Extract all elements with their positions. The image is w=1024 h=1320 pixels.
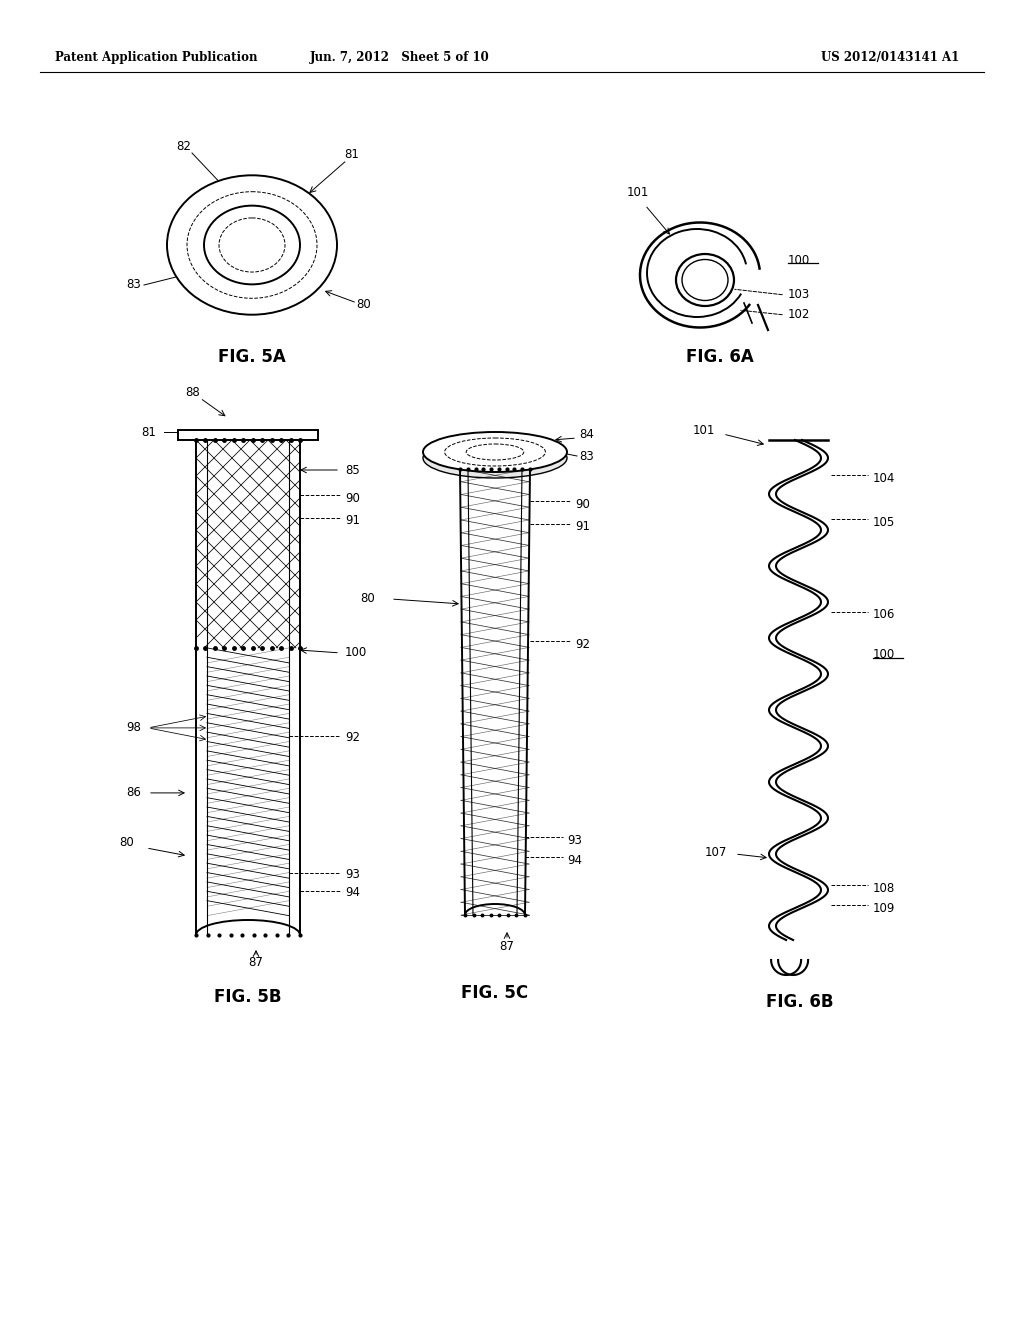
Text: 107: 107 [705, 846, 727, 858]
Text: 88: 88 [185, 385, 201, 399]
Ellipse shape [167, 176, 337, 314]
Text: FIG. 5B: FIG. 5B [214, 987, 282, 1006]
Text: 92: 92 [575, 638, 590, 651]
Ellipse shape [676, 253, 734, 306]
Text: 108: 108 [873, 882, 895, 895]
Text: 93: 93 [567, 833, 582, 846]
Text: 80: 80 [356, 298, 372, 312]
Text: 100: 100 [345, 647, 368, 660]
Ellipse shape [423, 438, 567, 478]
Text: FIG. 5A: FIG. 5A [218, 347, 286, 366]
Text: 101: 101 [627, 186, 649, 199]
Text: 82: 82 [176, 140, 191, 153]
Ellipse shape [204, 206, 300, 284]
Text: 94: 94 [345, 887, 360, 899]
Ellipse shape [444, 438, 546, 466]
Text: FIG. 5C: FIG. 5C [462, 983, 528, 1002]
Text: 84: 84 [579, 429, 594, 441]
Text: 103: 103 [788, 289, 810, 301]
Text: 87: 87 [500, 940, 514, 953]
Text: 87: 87 [249, 957, 263, 969]
Text: 109: 109 [873, 902, 895, 915]
Text: FIG. 6A: FIG. 6A [686, 348, 754, 366]
Text: 91: 91 [575, 520, 590, 533]
Text: Patent Application Publication: Patent Application Publication [55, 51, 257, 65]
Ellipse shape [466, 444, 524, 459]
Bar [178, 430, 318, 440]
Text: 80: 80 [360, 593, 375, 606]
Text: US 2012/0143141 A1: US 2012/0143141 A1 [821, 51, 959, 65]
Text: 86: 86 [126, 787, 141, 800]
Text: 83: 83 [127, 279, 141, 292]
Text: 80: 80 [119, 837, 134, 849]
Text: 102: 102 [788, 309, 810, 322]
Text: 90: 90 [575, 498, 590, 511]
Ellipse shape [423, 432, 567, 473]
Text: FIG. 6B: FIG. 6B [766, 993, 834, 1011]
Text: 90: 90 [345, 491, 359, 504]
Text: 85: 85 [345, 463, 359, 477]
Text: 93: 93 [345, 869, 359, 882]
Ellipse shape [187, 191, 317, 298]
Text: 101: 101 [692, 424, 715, 437]
Ellipse shape [219, 218, 285, 272]
Text: Jun. 7, 2012   Sheet 5 of 10: Jun. 7, 2012 Sheet 5 of 10 [310, 51, 489, 65]
Text: 81: 81 [344, 149, 359, 161]
Ellipse shape [682, 260, 728, 301]
Text: 91: 91 [345, 513, 360, 527]
Text: 106: 106 [873, 609, 895, 622]
Text: 94: 94 [567, 854, 582, 866]
Text: 105: 105 [873, 516, 895, 528]
Text: 81: 81 [141, 425, 156, 438]
Text: 100: 100 [788, 253, 810, 267]
Text: 83: 83 [579, 450, 594, 462]
Text: 92: 92 [345, 731, 360, 744]
Text: 104: 104 [873, 471, 895, 484]
Text: 98: 98 [126, 722, 141, 734]
Text: 100: 100 [873, 648, 895, 661]
